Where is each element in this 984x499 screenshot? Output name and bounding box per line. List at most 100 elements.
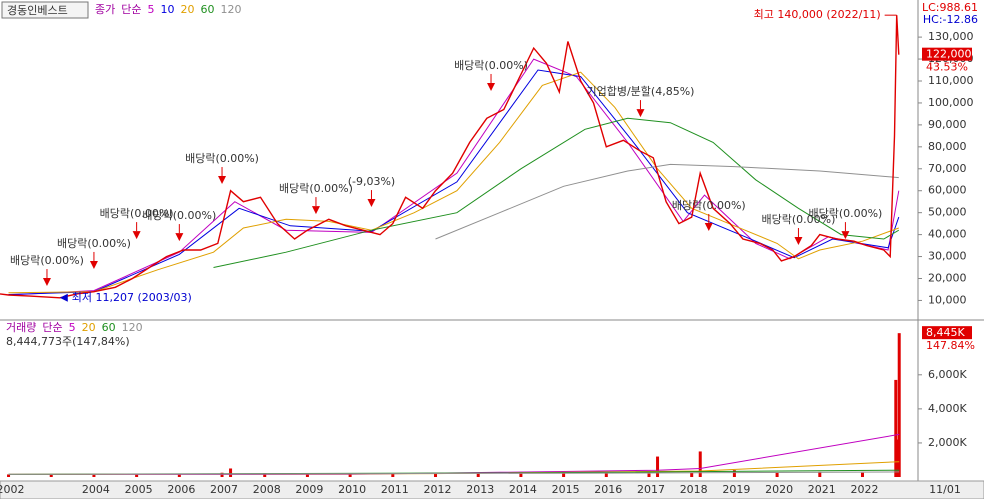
annotation-arrow (132, 231, 141, 240)
y-tick-label: 10,000 (928, 293, 967, 306)
annotation-label: 배당락(0.00%) (672, 199, 746, 212)
last-value-label: 8,445K (926, 326, 965, 339)
line (435, 163, 899, 240)
annotation-arrow (311, 206, 320, 215)
y-tick-label: 60,000 (928, 184, 967, 197)
change-label: 147.84% (926, 339, 975, 352)
x-tick-label: 2017 (637, 483, 665, 496)
legend-entry: 단순 (42, 321, 62, 334)
y-tick-label: 20,000 (928, 272, 967, 285)
annotation-label: 배당락(0.00%) (279, 182, 353, 195)
volume-bar (49, 474, 53, 477)
legend-entry: 60 (102, 321, 116, 334)
volume-bar (519, 471, 523, 477)
x-tick-label: 2021 (808, 483, 836, 496)
volume-bar (92, 474, 96, 477)
high-label: 최고 140,000 (2022/11) (754, 8, 881, 21)
volume-bar (135, 473, 139, 477)
x-tick-label: 2008 (253, 483, 281, 496)
volume-bar (263, 473, 267, 477)
legend-entry: 10 (161, 3, 175, 16)
annotation-label: 배당락(0.00%) (762, 213, 836, 226)
x-tick-label: 2014 (509, 483, 537, 496)
line (0, 15, 900, 299)
annotation-label: 배당락(0.00%) (185, 152, 259, 165)
x-tick-label: 2012 (424, 483, 452, 496)
annotation-arrow (487, 82, 496, 91)
volume-bar (348, 474, 352, 477)
volume-bar (220, 472, 224, 477)
legend-entry: 20 (82, 321, 96, 334)
annotation-label: 배당락(0.00%) (454, 59, 528, 72)
last-value-box (922, 47, 972, 61)
legend-entry: 종가 (95, 3, 115, 16)
volume-bar (732, 470, 736, 477)
line (8, 69, 900, 295)
annotation-arrow (175, 233, 184, 242)
last-value-label: 122,000 (926, 48, 972, 61)
volume-bar (604, 473, 608, 477)
volume-bar (656, 456, 660, 477)
x-axis-bar (0, 480, 984, 499)
legend-entry: 20 (181, 3, 195, 16)
y-tick-label: 2,000K (928, 436, 967, 449)
volume-bar (434, 473, 438, 477)
volume-bar (562, 472, 566, 477)
y-tick-label: 110,000 (928, 74, 974, 87)
y-tick-label: 130,000 (928, 30, 974, 43)
y-tick-label: 70,000 (928, 162, 967, 175)
line (213, 117, 900, 268)
annotation-label: 배당락(0.00%) (100, 207, 174, 220)
volume-bar (897, 333, 901, 477)
volume-bar (775, 472, 779, 477)
volume-bar (860, 472, 864, 477)
line (8, 71, 899, 294)
volume-bar (476, 472, 480, 477)
volume-bar (894, 379, 898, 477)
annotation-arrow (42, 278, 51, 287)
annotation-arrow (89, 260, 98, 269)
x-tick-label: 2020 (765, 483, 793, 496)
x-tick-label: 2013 (466, 483, 494, 496)
legend-entry: 120 (221, 3, 242, 16)
title-box[interactable] (1, 1, 89, 19)
y-tick-label: 90,000 (928, 118, 967, 131)
lc-label: LC:988.61 (922, 1, 978, 14)
annotation-label: 배당락(0.00%) (142, 209, 216, 222)
legend-entry: 60 (201, 3, 215, 16)
volume-bar (647, 473, 651, 477)
low-label: 최저 11,207 (2003/03) (72, 291, 192, 304)
y-tick-label: 80,000 (928, 140, 967, 153)
legend-entry: 120 (122, 321, 143, 334)
annotation-label: 기업합병/분할(4,85%) (586, 85, 694, 98)
annotation-arrow (636, 109, 645, 118)
x-tick-label: 2022 (850, 483, 878, 496)
volume-summary: 8,444,773주(147,84%) (6, 335, 130, 348)
date-label: 11/01 (929, 483, 961, 496)
x-tick-label: 2011 (381, 483, 409, 496)
volume-bar (391, 473, 395, 477)
y-tick-label: 30,000 (928, 250, 967, 263)
x-tick-label: 2004 (82, 483, 110, 496)
volume-bar (818, 471, 822, 477)
annotation-arrow (704, 222, 713, 231)
y-tick-label: 50,000 (928, 206, 967, 219)
volume-bar (690, 472, 694, 477)
x-tick-label: 2010 (338, 483, 366, 496)
hc-label: HC:-12.86 (923, 13, 978, 26)
volume-bar (305, 473, 309, 477)
annotation-label: 배당락(0.00%) (808, 207, 882, 220)
change-label: 43.53% (926, 61, 968, 74)
last-value-box (922, 326, 972, 340)
volume-bar (7, 474, 11, 477)
x-tick-label: 2002 (0, 483, 25, 496)
annotation-label: (-9,03%) (348, 175, 396, 188)
annotation-arrow (841, 231, 850, 240)
low-arrow (59, 293, 68, 302)
annotation-arrow (367, 199, 376, 208)
x-tick-label: 2015 (552, 483, 580, 496)
legend-entry: 단순 (121, 3, 141, 16)
annotation-arrow (794, 237, 803, 246)
x-tick-label: 2019 (722, 483, 750, 496)
